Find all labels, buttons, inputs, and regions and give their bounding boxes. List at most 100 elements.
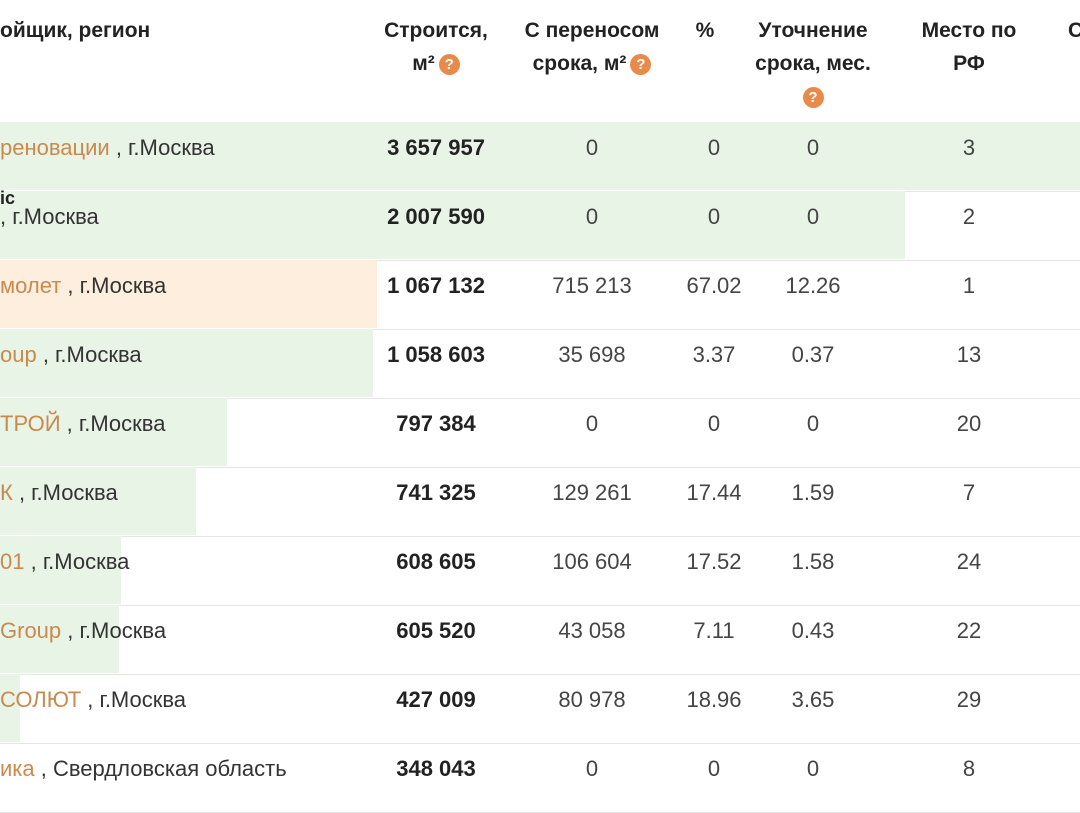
- volume-bar: [0, 191, 905, 259]
- building-value: 797 384: [396, 411, 476, 436]
- developer-cell: , г.Москва: [0, 191, 99, 259]
- refinement-value: 1.59: [791, 480, 835, 505]
- volume-bar: [0, 467, 196, 535]
- place-value: 2: [962, 204, 976, 229]
- region-text: , г.Москва: [60, 411, 166, 436]
- developer-cell: СОЛЮТ , г.Москва: [0, 674, 186, 742]
- building-value: 348 043: [396, 756, 476, 781]
- header-next-column[interactable]: С: [1068, 19, 1080, 42]
- developer-link[interactable]: реновации: [0, 135, 110, 160]
- volume-bar: [0, 398, 227, 466]
- table-row[interactable]: ика , Свердловская область 348 043 0 0 0 8: [0, 743, 1080, 813]
- transferred-value: 0: [585, 411, 599, 436]
- percent-value: 67.02: [686, 273, 742, 298]
- developer-link[interactable]: ТРОЙ: [0, 411, 61, 436]
- help-icon[interactable]: ?: [802, 87, 824, 108]
- table-row[interactable]: реновации , г.Москва 3 657 957 0 0 0 3: [0, 122, 1080, 192]
- header-refinement[interactable]: Уточнение срока, мес. ?: [755, 19, 871, 108]
- header-percent[interactable]: %: [695, 19, 715, 42]
- table-row[interactable]: молет , г.Москва 1 067 132 715 213 67.02 12.…: [0, 260, 1080, 330]
- region-text: , г.Москва: [0, 204, 99, 229]
- volume-bar: [0, 605, 119, 673]
- refinement-value: 0.37: [791, 342, 835, 367]
- region-text: , Свердловская область: [34, 756, 287, 781]
- header-building[interactable]: Строится, м²?: [384, 19, 488, 75]
- table-row[interactable]: 01 , г.Москва 608 605 106 604 17.52 1.58 24: [0, 536, 1080, 606]
- developer-cell: oup , г.Москва: [0, 329, 142, 397]
- building-value: 3 657 957: [387, 135, 485, 160]
- region-text: , г.Москва: [61, 618, 167, 643]
- place-value: 1: [962, 273, 976, 298]
- transferred-value: 106 604: [552, 549, 632, 574]
- refinement-value: 0: [806, 756, 820, 781]
- developer-link[interactable]: 01: [0, 549, 25, 574]
- place-value: 20: [956, 411, 982, 436]
- percent-value: 17.44: [686, 480, 742, 505]
- developer-cell: ика , Свердловская область: [0, 743, 287, 811]
- transferred-value: 0: [585, 756, 599, 781]
- volume-bar: [0, 329, 373, 397]
- volume-bar: [0, 122, 1080, 190]
- place-value: 22: [956, 618, 982, 643]
- percent-value: 0: [707, 411, 721, 436]
- building-value: 1 058 603: [387, 342, 485, 367]
- transferred-value: 0: [585, 204, 599, 229]
- region-text: , г.Москва: [36, 342, 142, 367]
- table-row[interactable]: oup , г.Москва 1 058 603 35 698 3.37 0.37 13: [0, 329, 1080, 399]
- transferred-value: 129 261: [552, 480, 632, 505]
- header-developer[interactable]: ойщик, регион: [0, 19, 151, 42]
- transferred-value: 80 978: [558, 687, 626, 712]
- region-text: , г.Москва: [81, 687, 187, 712]
- place-value: 3: [962, 135, 976, 160]
- refinement-value: 0: [806, 204, 820, 229]
- region-text: , г.Москва: [109, 135, 215, 160]
- percent-value: 7.11: [693, 618, 735, 643]
- place-value: 7: [962, 480, 976, 505]
- table-row[interactable]: , г.Москва 2 007 590 0 0 0 2: [0, 191, 1080, 261]
- truncated-text-fragment: ic: [0, 188, 16, 208]
- developer-link[interactable]: Group: [0, 618, 62, 643]
- table-row[interactable]: ТРОЙ , г.Москва 797 384 0 0 0 20: [0, 398, 1080, 468]
- region-text: , г.Москва: [24, 549, 130, 574]
- volume-bar: [0, 674, 20, 742]
- percent-value: 0: [707, 204, 721, 229]
- percent-value: 18.96: [686, 687, 742, 712]
- building-value: 427 009: [396, 687, 476, 712]
- percent-value: 0: [707, 756, 721, 781]
- building-value: 605 520: [396, 618, 476, 643]
- transferred-value: 35 698: [558, 342, 626, 367]
- help-icon[interactable]: ?: [438, 54, 460, 75]
- header-place[interactable]: Место по РФ: [921, 19, 1017, 75]
- help-icon[interactable]: ?: [630, 54, 652, 75]
- refinement-value: 0.43: [791, 618, 835, 643]
- developer-link[interactable]: ика: [0, 756, 35, 781]
- developer-cell: молет , г.Москва: [0, 260, 166, 328]
- developer-link[interactable]: К: [0, 480, 13, 505]
- table-row[interactable]: Group , г.Москва 605 520 43 058 7.11 0.43 22: [0, 605, 1080, 675]
- developer-cell: реновации , г.Москва: [0, 122, 215, 190]
- volume-bar: [0, 536, 121, 604]
- developer-link[interactable]: oup: [0, 342, 37, 367]
- developer-link[interactable]: СОЛЮТ: [0, 687, 82, 712]
- place-value: 24: [956, 549, 982, 574]
- developer-cell: К , г.Москва: [0, 467, 118, 535]
- refinement-value: 1.58: [791, 549, 835, 574]
- region-text: , г.Москва: [12, 480, 118, 505]
- developer-cell: ТРОЙ , г.Москва: [0, 398, 165, 466]
- percent-value: 0: [707, 135, 721, 160]
- developer-link[interactable]: молет: [0, 273, 62, 298]
- place-value: 13: [956, 342, 982, 367]
- place-value: 29: [956, 687, 982, 712]
- building-value: 608 605: [396, 549, 476, 574]
- table-row[interactable]: СОЛЮТ , г.Москва 427 009 80 978 18.96 3.65 29: [0, 674, 1080, 744]
- percent-value: 17.52: [686, 549, 742, 574]
- transferred-value: 0: [585, 135, 599, 160]
- building-value: 2 007 590: [387, 204, 485, 229]
- transferred-value: 43 058: [558, 618, 626, 643]
- table-row[interactable]: К , г.Москва 741 325 129 261 17.44 1.59 7: [0, 467, 1080, 537]
- building-value: 741 325: [396, 480, 476, 505]
- building-value: 1 067 132: [387, 273, 485, 298]
- refinement-value: 12.26: [785, 273, 841, 298]
- developer-cell: 01 , г.Москва: [0, 536, 129, 604]
- header-transferred[interactable]: С переносом срока, м²?: [524, 19, 660, 75]
